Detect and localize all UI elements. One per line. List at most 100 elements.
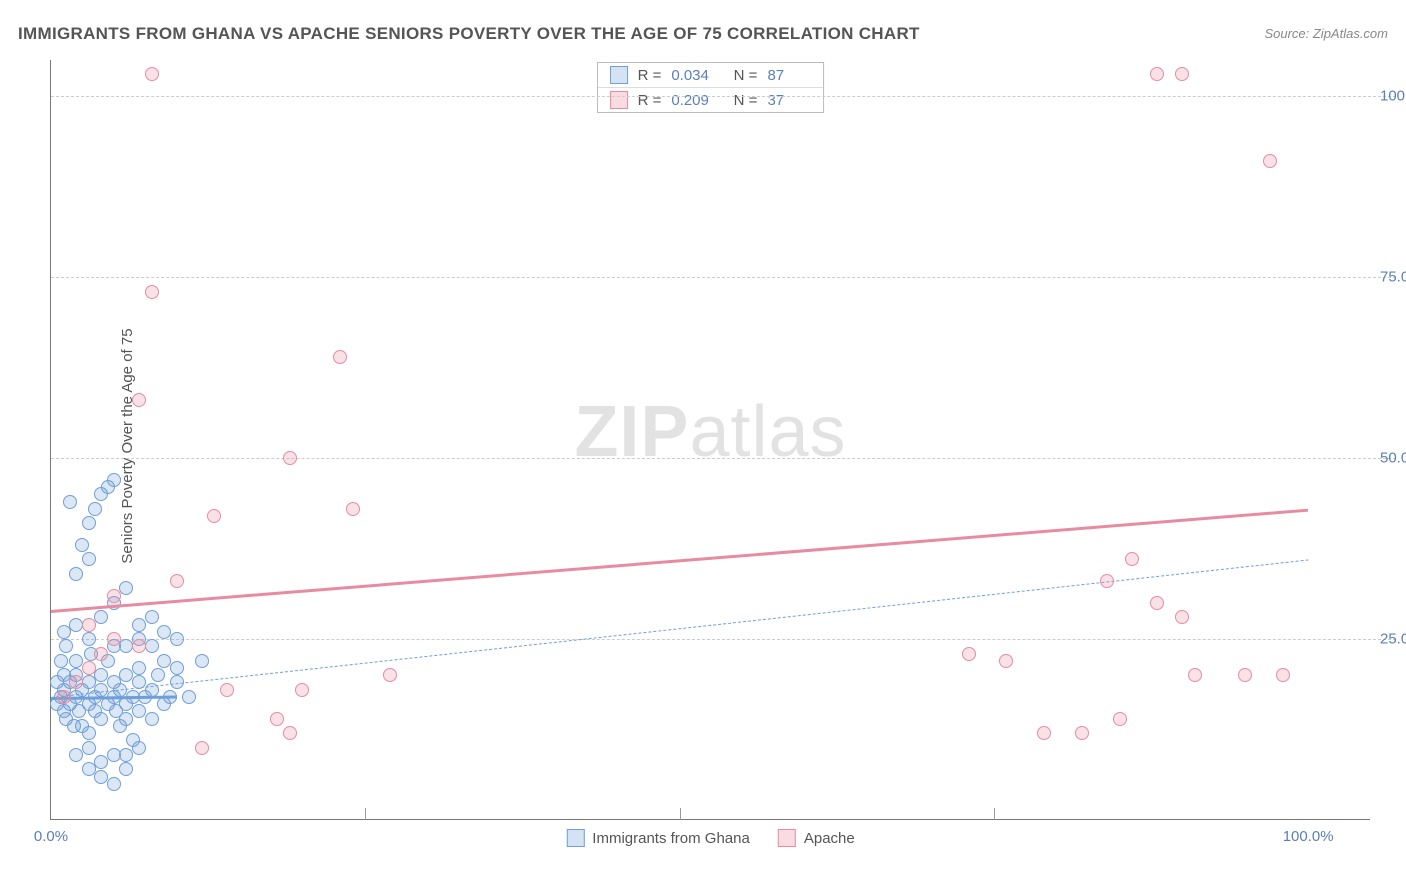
data-point [63,495,77,509]
data-point [1263,154,1277,168]
data-point [107,589,121,603]
data-point [1150,596,1164,610]
data-point [295,683,309,697]
x-tick-label: 100.0% [1283,828,1334,845]
bottom-legend-item: Immigrants from Ghana [566,829,750,847]
data-point [75,538,89,552]
data-point [82,618,96,632]
data-point [145,639,159,653]
stat-n-value: 37 [767,92,811,109]
data-point [82,552,96,566]
data-point [195,741,209,755]
data-point [94,647,108,661]
gridline-v [365,808,366,820]
trend-line [51,559,1308,698]
data-point [145,67,159,81]
data-point [119,748,133,762]
data-point [82,741,96,755]
trend-line [51,509,1308,613]
data-point [1100,574,1114,588]
data-point [1188,668,1202,682]
data-point [59,639,73,653]
gridline-h [51,277,1396,278]
data-point [107,777,121,791]
data-point [145,683,159,697]
data-point [82,632,96,646]
chart-title: IMMIGRANTS FROM GHANA VS APACHE SENIORS … [18,24,920,43]
data-point [82,726,96,740]
data-point [119,712,133,726]
data-point [132,661,146,675]
source-name: ZipAtlas.com [1313,26,1388,41]
source-prefix: Source: [1264,26,1312,41]
data-point [1175,67,1189,81]
data-point [220,683,234,697]
data-point [170,661,184,675]
legend-swatch [778,829,796,847]
data-point [145,610,159,624]
legend-swatch [566,829,584,847]
data-point [999,654,1013,668]
data-point [57,690,71,704]
stat-legend-row: R = 0.209 N = 37 [598,87,824,112]
bottom-legend: Immigrants from Ghana Apache [566,829,854,847]
data-point [107,632,121,646]
data-point [132,639,146,653]
data-point [383,668,397,682]
stat-r-value: 0.209 [671,92,715,109]
x-tick-label: 0.0% [34,828,68,845]
data-point [82,516,96,530]
stat-r-label: R = [638,92,662,109]
legend-swatch [610,66,628,84]
gridline-v [680,808,681,820]
data-point [170,574,184,588]
y-tick-label: 100.0% [1380,88,1406,105]
data-point [50,675,64,689]
data-point [1037,726,1051,740]
data-point [195,654,209,668]
data-point [119,581,133,595]
data-point [132,618,146,632]
data-point [145,712,159,726]
gridline-h [51,639,1396,640]
gridline-h [51,96,1396,97]
data-point [69,748,83,762]
data-point [283,726,297,740]
watermark: ZIPatlas [574,390,846,472]
bottom-legend-item: Apache [778,829,855,847]
data-point [82,661,96,675]
data-point [88,502,102,516]
y-tick-label: 25.0% [1380,631,1406,648]
data-point [69,567,83,581]
data-point [170,675,184,689]
data-point [145,285,159,299]
data-point [132,741,146,755]
data-point [132,393,146,407]
gridline-h [51,458,1396,459]
legend-label: Immigrants from Ghana [592,830,750,847]
y-tick-label: 75.0% [1380,269,1406,286]
data-point [94,712,108,726]
data-point [151,668,165,682]
legend-swatch [610,91,628,109]
data-point [207,509,221,523]
data-point [1175,610,1189,624]
data-point [182,690,196,704]
stat-n-label: N = [725,67,757,84]
y-tick-label: 50.0% [1380,450,1406,467]
stat-n-value: 87 [767,67,811,84]
data-point [283,451,297,465]
stat-n-label: N = [725,92,757,109]
stat-r-label: R = [638,67,662,84]
data-point [54,654,68,668]
data-point [333,350,347,364]
data-point [94,755,108,769]
source-label: Source: ZipAtlas.com [1264,26,1388,41]
data-point [1113,712,1127,726]
data-point [57,625,71,639]
data-point [82,762,96,776]
data-point [270,712,284,726]
watermark-light: atlas [689,391,846,471]
data-point [94,610,108,624]
legend-label: Apache [804,830,855,847]
